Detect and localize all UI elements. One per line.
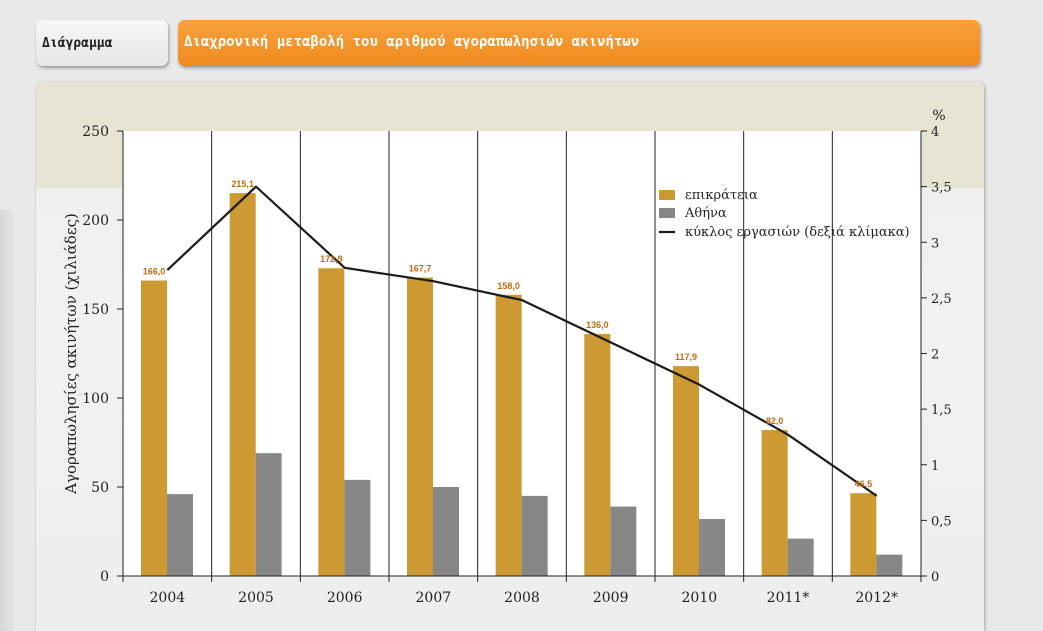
bar-athens [167,494,193,576]
bar-periphery [229,193,256,576]
y2-tick-label: 3 [931,236,939,251]
y2-tick-label: 0 [931,570,939,585]
y2-tick-label: 0,5 [931,514,952,529]
y2-tick-label: 2 [931,348,939,363]
bar-periphery [850,493,877,576]
data-label: 172,9 [320,254,343,264]
diagram-tab-label: Διάγραμμα [42,36,113,51]
data-label: 46,5 [855,479,873,489]
x-tick-label: 2012* [855,590,898,606]
y-tick-label: 150 [82,302,109,318]
bar-periphery [584,333,611,576]
x-tick-label: 2005 [238,590,274,606]
bar-periphery [495,294,522,576]
chart-title: Διαχρονική μεταβολή του αριθμού αγοραπωλ… [184,34,640,50]
bar-athens [876,554,903,576]
bar-periphery [761,430,788,576]
legend-swatch-athens [659,208,675,218]
legend-label-periphery: επικράτεια [685,188,758,203]
left-edge-strip [0,210,14,631]
data-label: 82,0 [766,416,784,426]
x-tick-label: 2011* [767,590,810,606]
y2-unit-label: % [932,108,945,124]
bar-athens [344,479,371,576]
data-label: 136,0 [586,320,609,330]
bar-athens [787,538,814,576]
y2-tick-label: 1,5 [931,403,952,418]
line-turnover [166,185,878,497]
y-axis-title: Αγοραπωλησίες ακινήτων (χιλιάδες) [62,213,80,495]
x-tick-label: 2009 [593,590,629,606]
legend-swatch-periphery [659,190,675,200]
y2-tick-label: 3,5 [931,181,952,196]
bar-periphery [318,268,345,576]
y-tick-label: 100 [82,391,109,407]
x-tick-label: 2010 [682,590,718,606]
bar-athens [521,495,548,576]
data-label: 167,7 [409,263,432,273]
bar-periphery [673,366,699,576]
bar-periphery [407,277,433,576]
title-banner: Διαχρονική μεταβολή του αριθμού αγοραπωλ… [178,20,980,66]
y-tick-label: 250 [82,124,109,140]
data-label: 215,1 [231,179,254,189]
data-label: 117,9 [675,352,697,362]
bar-periphery [141,280,167,576]
y2-tick-label: 2,5 [931,292,952,307]
legend-label-line: κύκλος εργασιών (δεξιά κλίμακα) [685,225,910,240]
y-tick-label: 0 [100,569,109,585]
y-tick-label: 200 [82,213,109,229]
x-tick-label: 2004 [150,590,186,606]
diagram-tab: Διάγραμμα [36,20,168,66]
legend-label-athens: Αθήνα [684,206,727,221]
y2-tick-label: 1 [931,459,939,474]
x-tick-label: 2008 [504,590,540,606]
data-label: 166,0 [143,267,166,277]
bar-athens [255,453,282,576]
x-tick-label: 2006 [327,590,363,606]
bar-athens [433,487,459,576]
y2-tick-label: 4 [931,125,939,140]
data-label: 158,0 [497,281,520,291]
x-tick-label: 2007 [416,590,452,606]
bar-athens [699,519,725,576]
y-tick-label: 50 [91,480,109,496]
bar-athens [610,506,637,576]
